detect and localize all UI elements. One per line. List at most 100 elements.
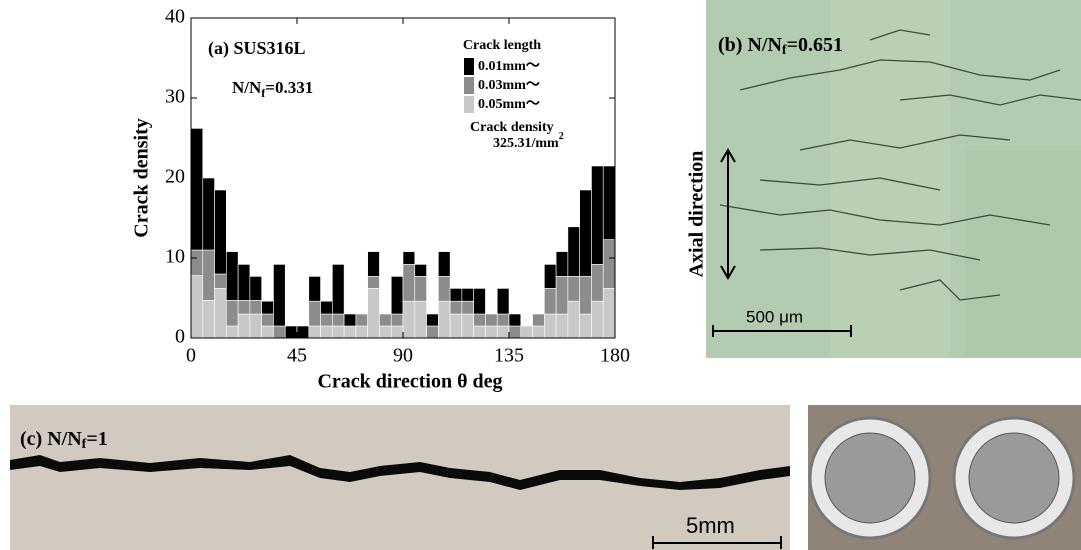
bar-segment bbox=[226, 326, 238, 338]
photo-tile bbox=[965, 150, 1081, 358]
bar-segment bbox=[603, 166, 615, 240]
bar-segment bbox=[238, 300, 250, 314]
x-tick-label: 90 bbox=[393, 345, 413, 367]
bar-segment bbox=[438, 276, 450, 301]
bar-segment bbox=[285, 326, 297, 338]
bar-segment bbox=[450, 301, 462, 314]
bar-segment bbox=[203, 178, 215, 250]
bar-segment bbox=[391, 276, 403, 314]
legend-swatch bbox=[464, 77, 474, 94]
bar-segment bbox=[568, 301, 580, 338]
density-main: 325.31/mm bbox=[493, 136, 559, 151]
bar-segment bbox=[474, 326, 486, 338]
bar-segment bbox=[191, 128, 203, 250]
bar-segment bbox=[485, 314, 497, 326]
bar-segment bbox=[262, 301, 274, 314]
label-main: (b) N/N bbox=[718, 34, 782, 56]
fracture-surface bbox=[825, 433, 915, 523]
x-tick-label: 45 bbox=[287, 345, 307, 367]
bar-segment bbox=[544, 288, 556, 314]
bar-segment bbox=[215, 190, 227, 274]
bar-segment bbox=[321, 314, 333, 326]
bar-segment bbox=[474, 314, 486, 326]
fracture-surface bbox=[969, 433, 1059, 523]
bar-segment bbox=[403, 264, 415, 301]
y-axis-title: Crack density bbox=[131, 118, 153, 237]
bar-segment bbox=[273, 326, 285, 338]
bar-segment bbox=[509, 326, 521, 338]
bar-segment bbox=[321, 301, 333, 314]
bar-segment bbox=[415, 264, 427, 276]
scale-label: 500 μm bbox=[746, 307, 803, 326]
photo-c: (c) N/Nf=1 5mm bbox=[10, 405, 790, 550]
bar-segment bbox=[332, 326, 344, 338]
bar-segment bbox=[462, 314, 474, 338]
bar-segment bbox=[226, 300, 238, 326]
bar-segment bbox=[379, 326, 391, 338]
bar-segment bbox=[403, 252, 415, 265]
legend-label: 0.03mm～ bbox=[478, 78, 540, 93]
label-rest: =0.651 bbox=[787, 34, 843, 56]
bar-segment bbox=[591, 264, 603, 301]
bar-segment bbox=[497, 288, 509, 314]
bar-segment bbox=[203, 300, 215, 338]
bar-segment bbox=[238, 264, 250, 300]
panel-label: (b) N/Nf=0.651 bbox=[718, 34, 843, 59]
photo-tile bbox=[830, 0, 950, 358]
x-axis-title: Crack direction θ deg bbox=[317, 371, 502, 393]
bar-segment bbox=[297, 326, 309, 338]
bar-segment bbox=[474, 288, 486, 314]
bar-segment bbox=[580, 190, 592, 276]
bar-segment bbox=[391, 326, 403, 338]
bar-segment bbox=[485, 326, 497, 338]
y-tick-label: 30 bbox=[165, 86, 185, 108]
bar-segment bbox=[462, 288, 474, 301]
bar-segment bbox=[344, 314, 356, 326]
bar-segment bbox=[438, 301, 450, 338]
bar-segment bbox=[415, 301, 427, 338]
bar-segment bbox=[368, 276, 380, 288]
bar-segment bbox=[591, 166, 603, 264]
bar-segment bbox=[191, 250, 203, 276]
bar-segment bbox=[403, 301, 415, 338]
bar-segment bbox=[238, 314, 250, 338]
bar-segment bbox=[509, 314, 521, 326]
legend-title: Crack length bbox=[463, 38, 541, 53]
bar-segment bbox=[226, 252, 238, 301]
bar-segment bbox=[203, 250, 215, 300]
chart-title: (a) SUS316L bbox=[208, 38, 306, 59]
bar-segment bbox=[356, 326, 368, 338]
bar-segment bbox=[556, 314, 568, 338]
legend-label: 0.05mm～ bbox=[478, 97, 540, 112]
x-tick-label: 0 bbox=[186, 345, 196, 367]
bar-segment bbox=[544, 314, 556, 338]
bar-segment bbox=[556, 276, 568, 314]
bar-segment bbox=[262, 326, 274, 338]
figure: (b) N/Nf=0.651 Axial direction 500 μm (c… bbox=[0, 0, 1081, 550]
bar-segment bbox=[379, 314, 391, 326]
bar-segment bbox=[391, 314, 403, 326]
legend-label: 0.01mm～ bbox=[478, 59, 540, 74]
annotation: N/Nf=0.331 bbox=[232, 78, 313, 100]
legend-swatch bbox=[464, 96, 474, 113]
bar-segment bbox=[309, 301, 321, 326]
annotation-main: N/N bbox=[232, 78, 262, 97]
y-tick-label: 0 bbox=[175, 326, 185, 348]
bar-segment bbox=[368, 288, 380, 338]
bar-segment bbox=[603, 288, 615, 338]
bar-segment bbox=[556, 252, 568, 277]
bar-segment bbox=[580, 276, 592, 314]
bar-segment bbox=[497, 326, 509, 338]
y-tick-label: 40 bbox=[165, 6, 185, 28]
y-tick-label: 20 bbox=[165, 166, 185, 188]
x-tick-label: 135 bbox=[494, 345, 524, 367]
photo-d bbox=[808, 405, 1081, 550]
bar-segment bbox=[250, 314, 262, 338]
arrow-label: Axial direction bbox=[686, 151, 708, 278]
label-main: (c) N/N bbox=[20, 428, 82, 450]
bar-segment bbox=[368, 252, 380, 277]
bar-segment bbox=[250, 300, 262, 314]
bar-segment bbox=[356, 314, 368, 326]
bar-segment bbox=[250, 276, 262, 300]
bar-segment bbox=[332, 264, 344, 314]
